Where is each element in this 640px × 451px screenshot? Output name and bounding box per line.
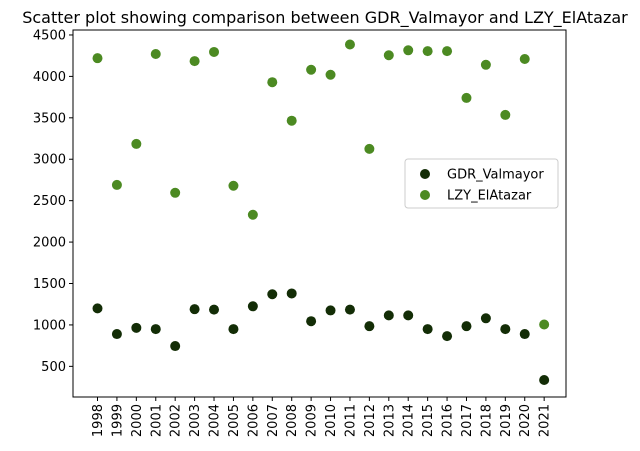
- y-tick-label: 2000: [33, 236, 66, 251]
- series-layer: [92, 39, 550, 386]
- series-lzy-elatazar: [92, 39, 550, 330]
- x-axis: 1998 1999 2000 2001 2002 2003 2004 2005 2006 2007…: [91, 397, 553, 437]
- data-point: [170, 341, 181, 352]
- data-point: [461, 321, 472, 332]
- data-point: [247, 209, 258, 220]
- x-tick-label: 2006: [246, 404, 261, 437]
- x-tick-label: 1999: [110, 404, 125, 437]
- data-point: [92, 53, 103, 64]
- legend-box: [404, 158, 559, 209]
- x-tick-label: 2021: [538, 404, 553, 437]
- y-tick-label: 4500: [33, 28, 66, 43]
- data-point: [403, 45, 414, 56]
- x-tick-label: 2000: [130, 404, 145, 437]
- data-point: [422, 324, 433, 335]
- x-tick-label: 2015: [421, 404, 436, 437]
- data-point: [170, 187, 181, 198]
- data-point: [111, 329, 122, 340]
- data-point: [403, 310, 414, 321]
- y-tick-label: 3500: [33, 111, 66, 126]
- x-tick-label: 2016: [441, 404, 456, 437]
- data-point: [306, 316, 317, 327]
- data-point: [228, 324, 239, 335]
- y-tick-label: 1000: [33, 318, 66, 333]
- data-point: [189, 56, 200, 67]
- data-point: [189, 304, 200, 315]
- data-point: [150, 324, 161, 335]
- x-tick-label: 1998: [91, 404, 106, 437]
- chart-title: Scatter plot showing comparison between …: [22, 8, 628, 28]
- data-point: [519, 53, 530, 64]
- legend-label: GDR_Valmayor: [447, 168, 544, 183]
- legend: GDR_Valmayor LZY_ElAtazar: [404, 158, 559, 209]
- x-tick-label: 2010: [324, 404, 339, 437]
- x-tick-label: 2004: [208, 404, 223, 437]
- data-point: [209, 46, 220, 57]
- x-tick-label: 2018: [479, 404, 494, 437]
- data-point: [344, 304, 355, 315]
- y-tick-label: 1500: [33, 277, 66, 292]
- data-point: [228, 180, 239, 191]
- y-tick-label: 4000: [33, 70, 66, 85]
- x-tick-label: 2017: [460, 404, 475, 437]
- x-tick-label: 2005: [227, 404, 242, 437]
- data-point: [442, 331, 453, 342]
- data-point: [480, 59, 491, 70]
- plot-area: [72, 29, 567, 398]
- data-point: [500, 109, 511, 120]
- data-point: [344, 39, 355, 50]
- data-point: [519, 329, 530, 340]
- data-point: [92, 303, 103, 314]
- data-point: [150, 49, 161, 60]
- data-point: [111, 179, 122, 190]
- x-tick-label: 2001: [149, 404, 164, 437]
- data-point: [131, 322, 142, 333]
- data-point: [131, 138, 142, 149]
- data-point: [267, 77, 278, 88]
- legend-marker: [420, 190, 430, 200]
- y-axis: 500 1000 1500 2000 2500 3000 3500 4000 4500: [33, 28, 73, 375]
- plot-frame: [72, 29, 567, 398]
- x-tick-label: 2019: [499, 404, 514, 437]
- x-tick-label: 2012: [363, 404, 378, 437]
- legend-marker: [420, 169, 430, 179]
- x-tick-label: 2003: [188, 404, 203, 437]
- data-point: [383, 310, 394, 321]
- data-point: [286, 115, 297, 126]
- data-point: [306, 64, 317, 75]
- x-tick-label: 2014: [402, 404, 417, 437]
- data-point: [442, 46, 453, 57]
- data-point: [325, 69, 336, 80]
- y-tick-label: 500: [41, 360, 66, 375]
- data-point: [539, 319, 550, 330]
- x-tick-label: 2007: [266, 404, 281, 437]
- y-tick-label: 2500: [33, 194, 66, 209]
- data-point: [383, 50, 394, 61]
- data-point: [325, 305, 336, 316]
- data-point: [247, 301, 258, 312]
- series-gdr-valmayor: [92, 288, 550, 386]
- x-tick-label: 2002: [169, 404, 184, 437]
- x-tick-label: 2009: [305, 404, 320, 437]
- data-point: [267, 289, 278, 300]
- data-point: [364, 321, 375, 332]
- data-point: [209, 304, 220, 315]
- x-tick-label: 2013: [382, 404, 397, 437]
- data-point: [480, 313, 491, 324]
- data-point: [286, 288, 297, 299]
- data-point: [364, 143, 375, 154]
- x-tick-label: 2011: [343, 404, 358, 437]
- x-tick-label: 2020: [518, 404, 533, 437]
- data-point: [500, 324, 511, 335]
- data-point: [422, 46, 433, 57]
- y-tick-label: 3000: [33, 153, 66, 168]
- x-tick-label: 2008: [285, 404, 300, 437]
- data-point: [539, 375, 550, 386]
- legend-label: LZY_ElAtazar: [447, 189, 532, 204]
- data-point: [461, 92, 472, 103]
